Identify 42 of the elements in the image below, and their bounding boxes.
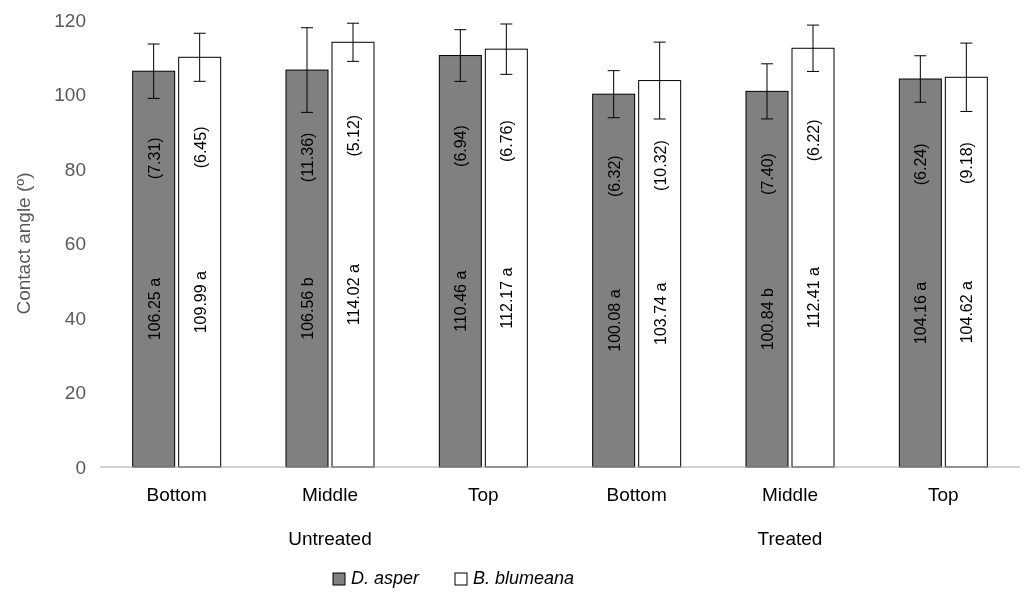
y-tick-label: 60 <box>64 233 86 255</box>
legend-label: D. asper <box>351 568 421 588</box>
y-tick-label: 120 <box>54 9 86 31</box>
data-label: 104.16 a <box>912 281 930 345</box>
data-label: 106.56 b <box>299 277 316 340</box>
annotation: (11.36) <box>299 132 316 183</box>
annotation: (6.22) <box>805 119 822 162</box>
annotation: (6.94) <box>452 125 470 167</box>
annotation: (9.18) <box>958 142 976 184</box>
x-tick-label: Middle <box>302 484 358 505</box>
text: Untreated <box>288 528 372 549</box>
data-label: 104.62 a <box>958 280 976 344</box>
data-label: 109.99 a <box>191 270 209 334</box>
annotation: (7.40) <box>759 153 776 195</box>
x-tick-label: Top <box>468 484 499 505</box>
x-tick-label: Bottom <box>606 484 667 505</box>
text: Treated <box>757 528 823 549</box>
data-label: 100.08 a <box>605 289 623 352</box>
data-label: 112.41 a <box>805 266 822 329</box>
annotation: (6.24) <box>912 143 930 186</box>
annotation: (7.31) <box>145 137 163 180</box>
annotation: (5.12) <box>345 114 362 157</box>
y-tick-label: 80 <box>64 158 86 180</box>
y-tick-label: 100 <box>54 84 86 106</box>
data-label: 110.46 a <box>452 270 470 332</box>
x-tick-label: Bottom <box>146 484 207 505</box>
y-tick-label: 40 <box>64 307 86 329</box>
annotation: (6.76) <box>498 120 516 162</box>
annotation: (6.32) <box>605 155 623 198</box>
y-tick-label: 20 <box>64 382 86 404</box>
annotation: (6.45) <box>191 126 209 169</box>
y-axis-title: Contact angle (º) <box>13 172 34 315</box>
data-label: 106.25 a <box>145 277 163 341</box>
data-label: 114.02 a <box>345 263 362 326</box>
x-tick-label: Top <box>928 484 959 505</box>
data-label: 103.74 a <box>651 282 669 345</box>
legend-label: B. blumeana <box>473 568 575 588</box>
data-label: 112.17 a <box>498 267 516 329</box>
y-tick-label: 0 <box>75 456 86 478</box>
data-label: 100.84 b <box>759 287 776 351</box>
annotation: (10.32) <box>651 140 669 191</box>
x-tick-label: Middle <box>762 484 818 505</box>
